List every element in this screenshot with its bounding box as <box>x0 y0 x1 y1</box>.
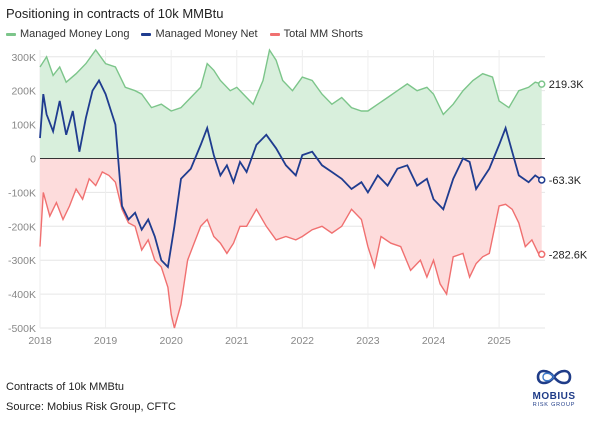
y-tick-label: -300K <box>8 255 36 267</box>
x-tick-label: 2022 <box>291 335 315 347</box>
mobius-infinity-icon <box>536 369 572 385</box>
x-tick-label: 2018 <box>28 335 52 347</box>
y-tick-label: -500K <box>8 323 36 335</box>
legend-label-net: Managed Money Net <box>155 28 258 40</box>
shorts-end-marker <box>537 250 546 259</box>
legend-label-shorts: Total MM Shorts <box>283 28 364 40</box>
y-tick-label: 200K <box>11 86 36 98</box>
legend: Managed Money Long Managed Money Net Tot… <box>6 28 363 40</box>
net-end-label: -63.3K <box>549 175 582 187</box>
net-end-marker <box>537 176 546 184</box>
y-tick-label: -200K <box>8 221 36 233</box>
logo-name: MOBIUS <box>532 391 576 402</box>
net-line <box>39 78 543 269</box>
y-tick-label: 0 <box>30 153 36 165</box>
y-tick-label: -100K <box>8 187 36 199</box>
x-tick-label: 2021 <box>225 335 249 347</box>
legend-item-long: Managed Money Long <box>6 28 129 40</box>
source-note: Source: Mobius Risk Group, CFTC <box>6 401 176 413</box>
y-tick-label: 100K <box>11 120 36 132</box>
shorts-end-label: -282.6K <box>549 249 588 261</box>
shorts-line <box>39 171 542 329</box>
legend-swatch-shorts <box>269 32 280 36</box>
long-line <box>39 48 542 116</box>
legend-item-shorts: Total MM Shorts <box>269 28 364 40</box>
x-tick-label: 2020 <box>159 335 183 347</box>
x-tick-label: 2025 <box>487 335 511 347</box>
legend-item-net: Managed Money Net <box>141 28 258 40</box>
legend-swatch-net <box>141 32 152 36</box>
logo-sub: RISK GROUP <box>532 402 576 408</box>
mobius-logo: MOBIUS RISK GROUP <box>524 368 584 408</box>
y-tick-label: 300K <box>11 52 36 64</box>
y-tick-label: -400K <box>8 289 36 301</box>
chart-title: Positioning in contracts of 10k MMBtu <box>6 6 224 21</box>
units-note: Contracts of 10k MMBtu <box>6 381 124 393</box>
x-tick-label: 2019 <box>94 335 118 347</box>
legend-label-long: Managed Money Long <box>20 28 130 40</box>
x-tick-label: 2023 <box>356 335 380 347</box>
long-end-marker <box>537 80 546 88</box>
legend-swatch-long <box>6 32 16 36</box>
shorts-area <box>40 158 542 328</box>
long-area <box>40 50 542 159</box>
long-end-label: 219.3K <box>549 79 585 91</box>
x-tick-label: 2024 <box>422 335 446 347</box>
